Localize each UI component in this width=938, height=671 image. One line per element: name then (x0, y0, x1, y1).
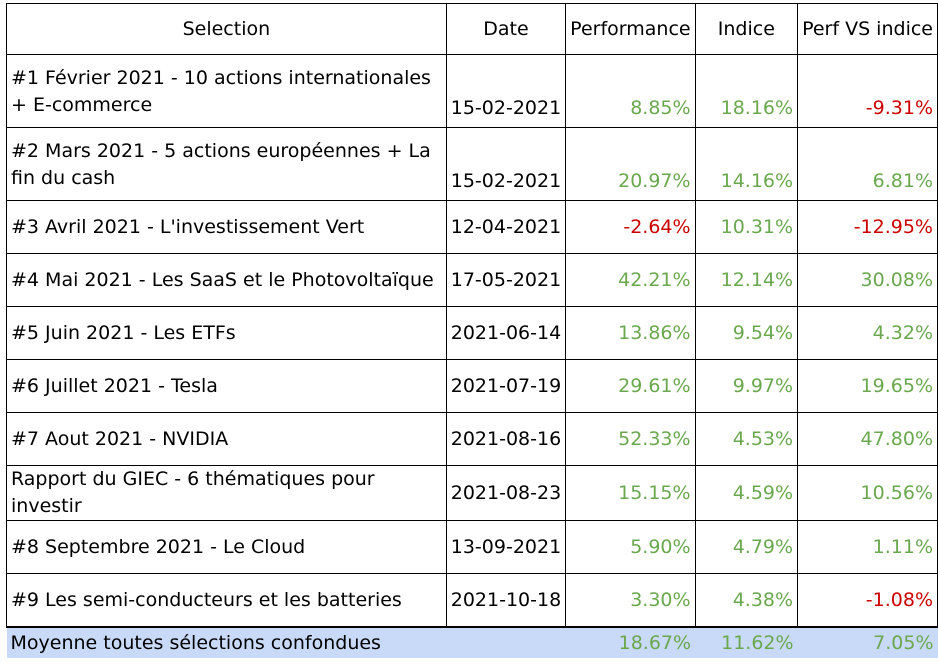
date-cell: 17-05-2021 (445, 253, 567, 307)
header-indice: Indice (694, 3, 799, 55)
average-performance: 18.67% (565, 626, 696, 658)
performance-cell: 42.21% (565, 253, 696, 307)
selection-cell: #1 Février 2021 - 10 actions internation… (6, 54, 447, 128)
table-row: #9 Les semi-conducteurs et les batteries… (6, 573, 938, 628)
date-cell: 2021-10-18 (445, 573, 567, 628)
indice-cell: 14.16% (694, 127, 799, 201)
perf-vs-indice-cell: 47.80% (797, 412, 938, 466)
perf-vs-indice-cell: 10.56% (797, 465, 938, 521)
average-label: Moyenne toutes sélections confondues (6, 626, 566, 658)
table-row: #8 Septembre 2021 - Le Cloud 13-09-2021 … (6, 520, 938, 574)
date-cell: 15-02-2021 (445, 127, 567, 201)
selection-cell: #3 Avril 2021 - L'investissement Vert (6, 200, 447, 254)
performance-cell: 29.61% (565, 359, 696, 413)
performance-cell: -2.64% (565, 200, 696, 254)
table-row: Rapport du GIEC - 6 thématiques pour inv… (6, 465, 938, 521)
table-row: #6 Juillet 2021 - Tesla 2021-07-19 29.61… (6, 359, 938, 413)
table-row: #3 Avril 2021 - L'investissement Vert 12… (6, 200, 938, 254)
header-selection: Selection (6, 3, 447, 55)
indice-cell: 18.16% (694, 54, 799, 128)
header-performance: Performance (565, 3, 696, 55)
date-cell: 15-02-2021 (445, 54, 567, 128)
indice-cell: 9.97% (694, 359, 799, 413)
perf-vs-indice-cell: -1.08% (797, 573, 938, 628)
selection-cell: Rapport du GIEC - 6 thématiques pour inv… (6, 465, 447, 521)
perf-vs-indice-cell: 4.32% (797, 306, 938, 360)
selection-cell: #8 Septembre 2021 - Le Cloud (6, 520, 447, 574)
performance-cell: 20.97% (565, 127, 696, 201)
date-cell: 2021-08-16 (445, 412, 567, 466)
perf-vs-indice-cell: -12.95% (797, 200, 938, 254)
perf-vs-indice-cell: 30.08% (797, 253, 938, 307)
indice-cell: 4.59% (694, 465, 799, 521)
indice-cell: 12.14% (694, 253, 799, 307)
perf-vs-indice-cell: -9.31% (797, 54, 938, 128)
performance-cell: 5.90% (565, 520, 696, 574)
performance-cell: 3.30% (565, 573, 696, 628)
selection-cell: #6 Juillet 2021 - Tesla (6, 359, 447, 413)
average-indice: 11.62% (695, 626, 798, 658)
header-date: Date (445, 3, 567, 55)
header-row: Selection Date Performance Indice Perf V… (6, 3, 938, 55)
average-perf-vs-indice: 7.05% (797, 626, 938, 658)
selection-cell: #4 Mai 2021 - Les SaaS et le Photovoltaï… (6, 253, 447, 307)
date-cell: 2021-08-23 (445, 465, 567, 521)
indice-cell: 4.53% (694, 412, 799, 466)
perf-vs-indice-cell: 19.65% (797, 359, 938, 413)
average-row: Moyenne toutes sélections confondues 18.… (6, 626, 938, 658)
table-row: #2 Mars 2021 - 5 actions européennes + L… (6, 127, 938, 201)
performance-cell: 8.85% (565, 54, 696, 128)
indice-cell: 10.31% (694, 200, 799, 254)
date-cell: 13-09-2021 (445, 520, 567, 574)
performance-cell: 15.15% (565, 465, 696, 521)
indice-cell: 4.79% (694, 520, 799, 574)
selection-cell: #2 Mars 2021 - 5 actions européennes + L… (6, 127, 447, 201)
indice-cell: 9.54% (694, 306, 799, 360)
header-perf-vs-indice: Perf VS indice (797, 3, 938, 55)
table-row: #5 Juin 2021 - Les ETFs 2021-06-14 13.86… (6, 306, 938, 360)
selection-cell: #7 Aout 2021 - NVIDIA (6, 412, 447, 466)
perf-vs-indice-cell: 1.11% (797, 520, 938, 574)
performance-cell: 13.86% (565, 306, 696, 360)
selection-cell: #5 Juin 2021 - Les ETFs (6, 306, 447, 360)
table-row: #7 Aout 2021 - NVIDIA 2021-08-16 52.33% … (6, 412, 938, 466)
performance-table: Selection Date Performance Indice Perf V… (6, 3, 938, 658)
date-cell: 2021-06-14 (445, 306, 567, 360)
date-cell: 12-04-2021 (445, 200, 567, 254)
indice-cell: 4.38% (694, 573, 799, 628)
table-row: #4 Mai 2021 - Les SaaS et le Photovoltaï… (6, 253, 938, 307)
date-cell: 2021-07-19 (445, 359, 567, 413)
perf-vs-indice-cell: 6.81% (797, 127, 938, 201)
performance-cell: 52.33% (565, 412, 696, 466)
table-row: #1 Février 2021 - 10 actions internation… (6, 54, 938, 128)
selection-cell: #9 Les semi-conducteurs et les batteries (6, 573, 447, 628)
